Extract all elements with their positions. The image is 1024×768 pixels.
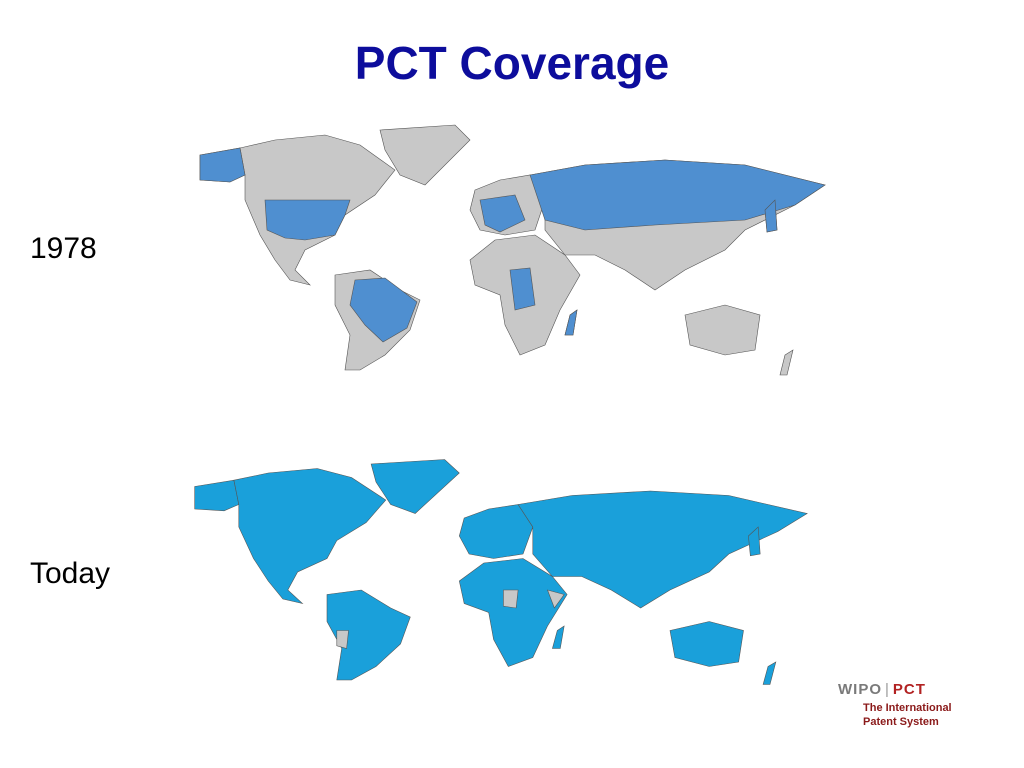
non-member-region [503, 589, 519, 609]
logo-divider: | [885, 681, 890, 698]
country-region [748, 526, 761, 557]
country-region [194, 479, 240, 512]
world-map [194, 459, 808, 685]
country-region [669, 621, 744, 667]
non-member-region [336, 630, 349, 649]
member-region [529, 159, 826, 231]
country-region [762, 661, 777, 685]
country-region [458, 504, 534, 559]
member-region [509, 267, 536, 311]
logo-line: Patent System [863, 716, 939, 728]
country-region [552, 625, 565, 649]
logo: WIPO | PCT [838, 681, 926, 698]
country-region [684, 304, 761, 356]
country-region [379, 124, 471, 186]
member-region [764, 199, 778, 233]
member-region [199, 147, 246, 183]
logo-line: The International [863, 702, 952, 714]
member-region [349, 277, 418, 343]
map-label: Today [30, 557, 111, 590]
member-region [264, 199, 351, 241]
country-region [458, 558, 568, 667]
slide-title: PCT Coverage [354, 37, 670, 89]
member-region [479, 194, 526, 233]
map-label: 1978 [30, 232, 97, 265]
country-region [233, 468, 387, 604]
country-region [370, 459, 460, 514]
member-region [564, 309, 578, 336]
country-region [779, 349, 794, 376]
logo-wipo: WIPO [838, 681, 882, 698]
logo-pct: PCT [892, 681, 926, 698]
world-map [199, 124, 826, 376]
logo-tagline: The International Patent System [863, 701, 952, 729]
non-member-region [547, 589, 565, 609]
country-region [517, 490, 808, 609]
